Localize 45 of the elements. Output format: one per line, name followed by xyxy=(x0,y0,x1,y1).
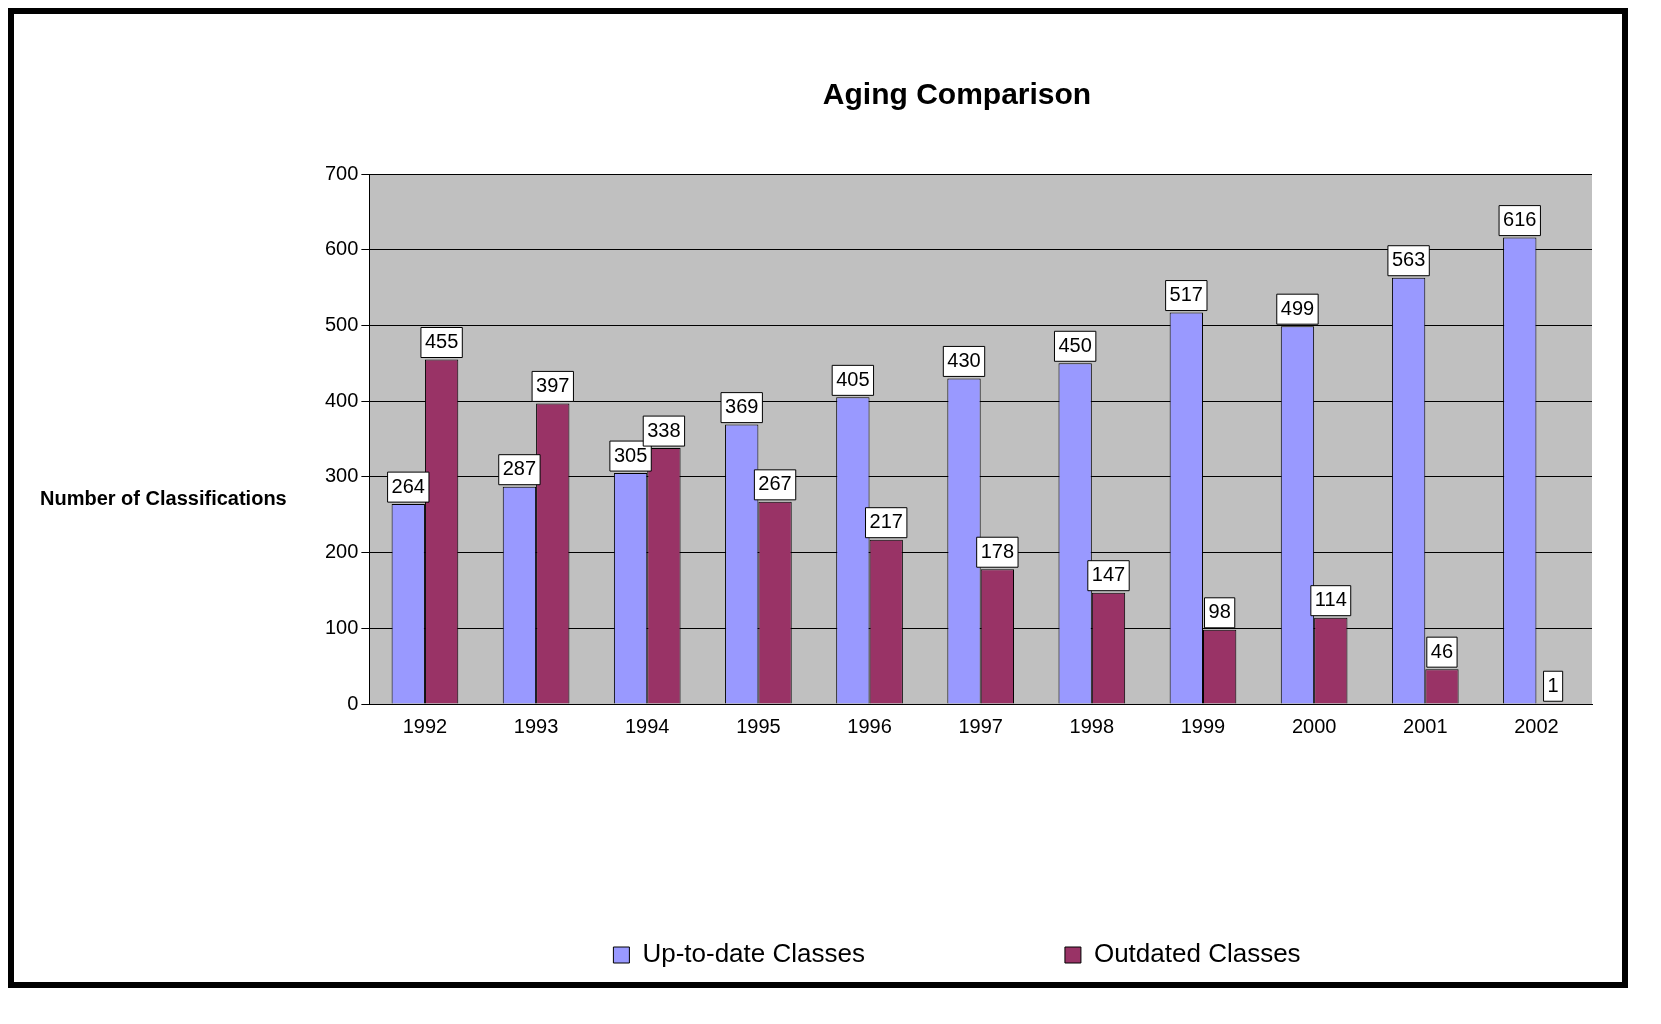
data-label: 287 xyxy=(502,457,537,480)
y-tick-label: 200 xyxy=(324,540,359,563)
data-label: 305 xyxy=(613,443,648,466)
y-tick-label: 400 xyxy=(324,388,359,411)
data-label: 178 xyxy=(980,539,1015,562)
x-tick-label: 1996 xyxy=(847,714,892,737)
data-label: 114 xyxy=(1314,588,1347,611)
data-label: 46 xyxy=(1430,639,1454,662)
data-label: 405 xyxy=(836,367,870,390)
y-tick-label: 100 xyxy=(324,615,359,638)
y-tick-label: 600 xyxy=(324,237,359,260)
data-label: 369 xyxy=(725,395,759,418)
x-tick-label: 2002 xyxy=(1514,714,1559,737)
y-axis-title: Number of Classifications xyxy=(39,486,288,510)
data-label: 264 xyxy=(391,474,425,497)
y-tick-label: 300 xyxy=(324,464,359,487)
x-tick-label: 1995 xyxy=(736,714,781,737)
data-label: 217 xyxy=(869,510,903,533)
data-label: 563 xyxy=(1391,248,1426,271)
y-tick-label: 700 xyxy=(324,161,359,184)
x-tick-label: 2000 xyxy=(1291,714,1337,737)
data-label: 430 xyxy=(947,348,981,371)
x-tick-label: 1999 xyxy=(1180,714,1226,737)
x-tick-label: 1994 xyxy=(624,714,670,737)
data-label: 450 xyxy=(1058,333,1092,356)
data-label: 1 xyxy=(1547,673,1559,696)
data-label: 338 xyxy=(647,418,681,441)
x-tick-label: 2001 xyxy=(1403,714,1448,737)
x-tick-label: 1993 xyxy=(513,714,559,737)
data-label: 517 xyxy=(1169,283,1203,306)
y-tick-label: 0 xyxy=(347,691,359,714)
data-label: 267 xyxy=(758,472,792,495)
data-label: 616 xyxy=(1503,208,1537,231)
x-tick-label: 1997 xyxy=(958,714,1003,737)
legend-label: Up-to-date Classes xyxy=(642,938,865,969)
x-tick-label: 1998 xyxy=(1069,714,1115,737)
x-tick-label: 1992 xyxy=(402,714,448,737)
y-tick-label: 500 xyxy=(324,312,359,335)
data-label: 455 xyxy=(424,330,459,353)
chart-title: Aging Comparison xyxy=(822,77,1092,111)
data-label: 499 xyxy=(1280,296,1315,319)
data-label: 98 xyxy=(1208,600,1231,623)
data-label: 147 xyxy=(1091,563,1126,586)
legend-label: Outdated Classes xyxy=(1093,938,1301,969)
data-label: 397 xyxy=(536,373,570,396)
